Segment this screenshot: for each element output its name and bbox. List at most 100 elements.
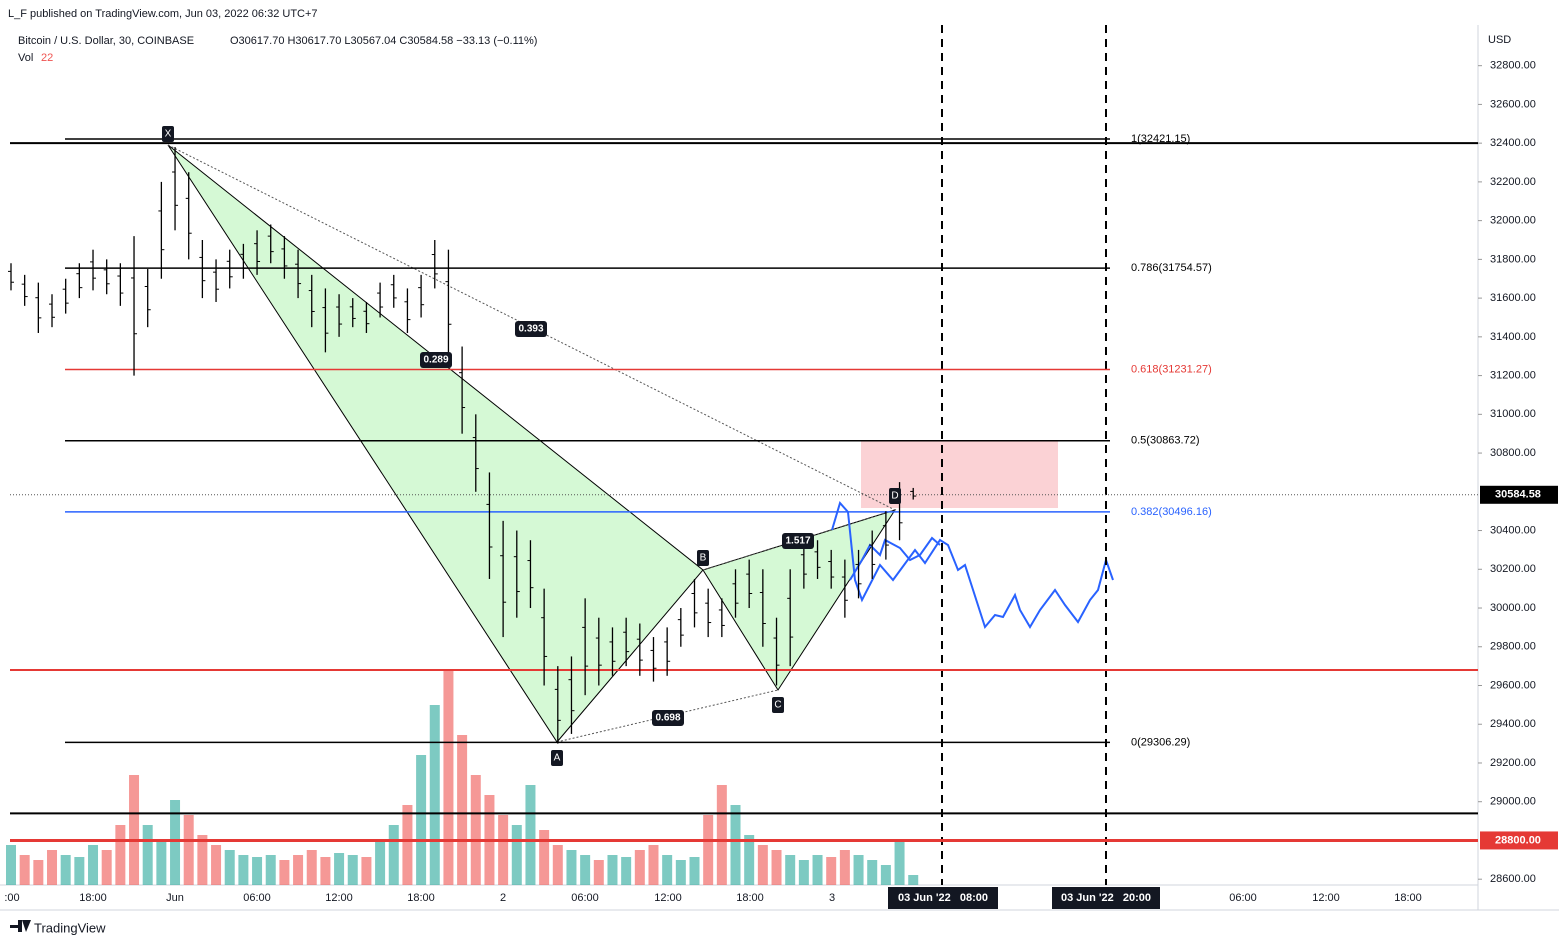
current-price-box <box>1480 485 1558 504</box>
volume-bar <box>429 705 440 885</box>
volume-bar <box>634 850 645 885</box>
volume-bar <box>6 845 16 885</box>
volume-bar <box>142 825 153 885</box>
ratio-label: 1.517 <box>785 536 810 547</box>
x-tick-label: 12:00 <box>654 892 682 904</box>
volume-bar <box>607 855 618 885</box>
x-tick-label: 06:00 <box>243 892 271 904</box>
volume-bar <box>703 815 714 885</box>
point-box <box>889 488 901 504</box>
volume-bar <box>648 845 659 885</box>
volume-bar <box>265 855 276 885</box>
price-label-box <box>1480 831 1558 850</box>
volume-bar <box>908 875 919 885</box>
volume-bar <box>498 815 509 885</box>
volume-bar <box>156 840 167 885</box>
volume-bar <box>730 805 741 885</box>
ratio-box <box>420 352 452 368</box>
x-tick-label: 06:00 <box>1229 892 1257 904</box>
x-tick-label: 18:00 <box>736 892 764 904</box>
volume-bar <box>566 850 577 885</box>
volume-bar <box>593 860 604 885</box>
volume-bar <box>771 850 782 885</box>
fib-label: 1(32421.15) <box>1131 133 1190 145</box>
y-tick-label: 31200.00 <box>1490 369 1536 381</box>
x-tick-label: 18:00 <box>1394 892 1422 904</box>
volume-bar <box>867 860 878 885</box>
vol-value: 22 <box>41 52 53 64</box>
volume-bar <box>785 855 796 885</box>
volume-bar <box>716 785 727 885</box>
ratio-label: 0.289 <box>423 355 448 366</box>
volume-bar <box>293 855 304 885</box>
ratio-box <box>652 710 684 726</box>
y-tick-label: 30400.00 <box>1490 524 1536 536</box>
brand: TradingView <box>34 920 106 935</box>
y-tick-label: 29400.00 <box>1490 718 1536 730</box>
volume-bar <box>306 850 317 885</box>
y-tick-label: 31000.00 <box>1490 408 1536 420</box>
pattern-drawing <box>6 25 1114 885</box>
fib-label: 0.5(30863.72) <box>1131 435 1200 447</box>
volume-bar <box>457 735 468 885</box>
y-tick-label: 31800.00 <box>1490 253 1536 265</box>
symbol: Bitcoin / U.S. Dollar, 30, COINBASE <box>18 35 194 47</box>
volume-bar <box>744 835 755 885</box>
x-tick-label: 2 <box>500 892 506 904</box>
time-highlight <box>1052 887 1160 909</box>
x-tick-label: Jun <box>166 892 184 904</box>
volume-bar <box>757 845 768 885</box>
published-note: L_F published on TradingView.com, Jun 03… <box>8 8 318 20</box>
volume-bar <box>402 805 413 885</box>
xd-line <box>167 144 896 511</box>
volume-bar <box>470 775 481 885</box>
time-highlight-label: 03 Jun '22 20:00 <box>1061 892 1151 904</box>
volume-bar <box>279 860 290 885</box>
y-tick-label: 32200.00 <box>1490 176 1536 188</box>
volume-bar <box>416 755 427 885</box>
volume-bar <box>115 825 126 885</box>
y-tick-label: 29000.00 <box>1490 796 1536 808</box>
volume-bar <box>375 840 386 885</box>
x-tick-label: :00 <box>4 892 19 904</box>
fib-label: 0(29306.29) <box>1131 736 1190 748</box>
volume-bar <box>812 855 823 885</box>
volume-bar <box>853 855 864 885</box>
volume-bar <box>211 845 222 885</box>
currency: USD <box>1488 34 1511 46</box>
y-tick-label: 32800.00 <box>1490 60 1536 72</box>
volume-bar <box>443 670 454 885</box>
point-label: X <box>165 129 172 140</box>
volume-bar <box>74 857 85 885</box>
volume-bar <box>621 857 632 885</box>
y-tick-label: 28600.00 <box>1490 873 1536 885</box>
ratio-label: 0.393 <box>518 324 543 335</box>
volume-bar <box>511 825 522 885</box>
volume-bar <box>334 853 345 885</box>
x-tick-label: 12:00 <box>325 892 353 904</box>
fib-label: 0.786(31754.57) <box>1131 262 1212 274</box>
point-box <box>772 697 784 713</box>
ratio-box <box>515 321 547 337</box>
volume-bar <box>388 825 399 885</box>
volume-bar <box>347 855 358 885</box>
fib-label: 0.382(30496.16) <box>1131 506 1212 518</box>
time-highlight-label: 03 Jun '22 08:00 <box>898 892 988 904</box>
y-tick-label: 31400.00 <box>1490 331 1536 343</box>
y-tick-label: 30000.00 <box>1490 602 1536 614</box>
volume-bar <box>539 830 550 885</box>
y-tick-label: 29200.00 <box>1490 757 1536 769</box>
x-tick-label: 3 <box>829 892 835 904</box>
volume-bar <box>525 785 536 885</box>
point-box <box>697 550 709 566</box>
volume-bar <box>60 855 71 885</box>
x-tick-label: 18:00 <box>79 892 107 904</box>
point-label: D <box>891 491 898 502</box>
x-tick-label: 18:00 <box>407 892 435 904</box>
volume-bar <box>129 775 140 885</box>
volume-bar <box>894 840 905 885</box>
time-highlight <box>888 887 998 909</box>
projection <box>831 500 1114 630</box>
ohlc: O30617.70 H30617.70 L30567.04 C30584.58 … <box>230 35 537 47</box>
